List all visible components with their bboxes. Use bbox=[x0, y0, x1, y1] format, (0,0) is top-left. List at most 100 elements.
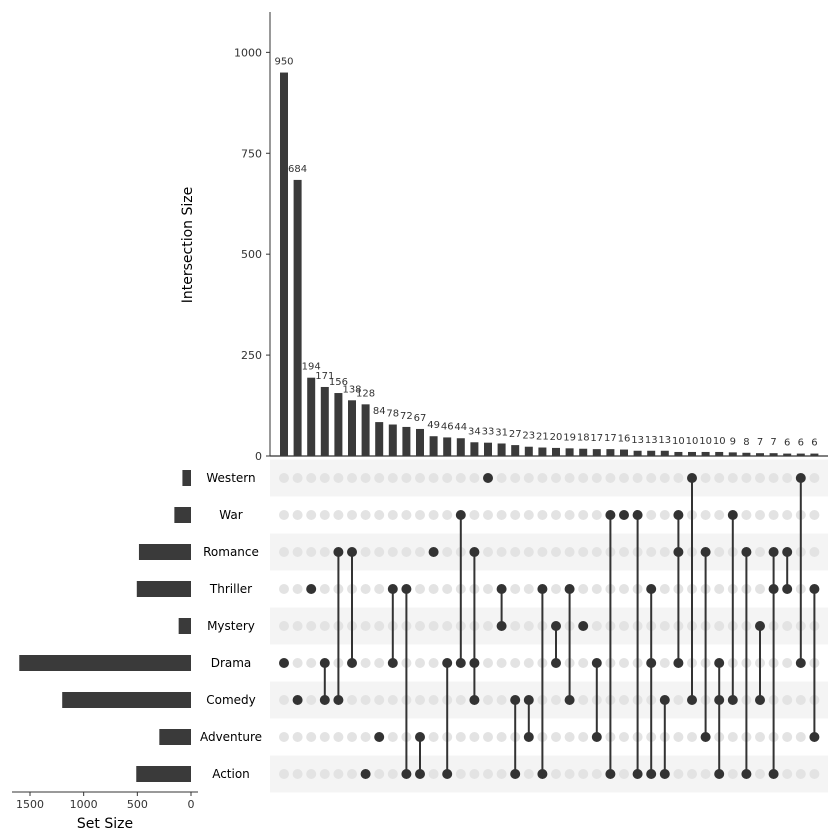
matrix-dot-inactive bbox=[782, 695, 793, 705]
matrix-dot-inactive bbox=[510, 473, 521, 483]
matrix-dot-active bbox=[755, 695, 765, 705]
intersection-tick-label: 1000 bbox=[234, 46, 262, 59]
intersection-bar-label: 10 bbox=[713, 436, 726, 447]
matrix-dot-inactive bbox=[306, 658, 317, 668]
set-label: Romance bbox=[203, 545, 259, 559]
intersection-bar-label: 67 bbox=[414, 413, 427, 424]
matrix-dot-inactive bbox=[782, 732, 793, 742]
intersection-bar bbox=[742, 452, 751, 456]
matrix-dot-inactive bbox=[319, 621, 330, 631]
intersection-bar bbox=[810, 453, 819, 456]
matrix-dot-inactive bbox=[387, 695, 398, 705]
set-size-bar bbox=[138, 544, 191, 560]
matrix-dot-active bbox=[714, 769, 725, 779]
intersection-bar-label: 19 bbox=[563, 432, 576, 443]
matrix-dot-active bbox=[537, 584, 548, 594]
matrix-dot-active bbox=[292, 695, 303, 705]
matrix-dot-inactive bbox=[619, 732, 629, 742]
intersection-bar bbox=[456, 438, 465, 456]
matrix-dot-inactive bbox=[347, 732, 357, 742]
intersection-bar-label: 684 bbox=[288, 164, 307, 175]
matrix-dot-inactive bbox=[510, 658, 521, 668]
matrix-dot-inactive bbox=[279, 473, 289, 483]
matrix-dot-active bbox=[632, 510, 643, 520]
matrix-dot-inactive bbox=[755, 584, 765, 594]
matrix-dot-inactive bbox=[632, 473, 643, 483]
set-size-bar bbox=[136, 766, 191, 782]
matrix-dot-inactive bbox=[537, 547, 548, 557]
matrix-dot-active bbox=[333, 695, 344, 705]
matrix-dot-inactive bbox=[306, 547, 317, 557]
matrix-dot-inactive bbox=[578, 769, 589, 779]
matrix-dot-inactive bbox=[387, 473, 398, 483]
set-size-axis-title: Set Size bbox=[77, 816, 133, 832]
matrix-dot-inactive bbox=[428, 658, 439, 668]
matrix-dot-inactive bbox=[673, 732, 684, 742]
set-size-bar bbox=[19, 655, 192, 671]
intersection-bar-label: 6 bbox=[784, 438, 790, 449]
matrix-dot-active bbox=[768, 584, 779, 594]
matrix-dot-inactive bbox=[442, 510, 453, 520]
matrix-dot-inactive bbox=[319, 547, 330, 557]
intersection-bar bbox=[484, 442, 492, 456]
matrix-dot-inactive bbox=[714, 547, 725, 557]
matrix-dot-inactive bbox=[496, 658, 507, 668]
matrix-dot-active bbox=[523, 732, 534, 742]
matrix-dot-inactive bbox=[673, 473, 684, 483]
matrix-dot-inactive bbox=[523, 584, 534, 594]
intersection-bar-label: 78 bbox=[386, 409, 399, 420]
set-size-tick-label: 1500 bbox=[16, 798, 44, 811]
matrix-dot-inactive bbox=[374, 473, 385, 483]
intersection-bar-label: 31 bbox=[495, 427, 508, 438]
matrix-dot-inactive bbox=[741, 473, 752, 483]
intersection-bar bbox=[552, 447, 560, 456]
intersection-bar-label: 27 bbox=[509, 429, 522, 440]
matrix-dot-active bbox=[347, 658, 357, 668]
matrix-dot-inactive bbox=[374, 658, 385, 668]
matrix-dot-inactive bbox=[591, 510, 602, 520]
matrix-dot-inactive bbox=[809, 769, 820, 779]
matrix-dot-inactive bbox=[496, 695, 507, 705]
intersection-bar-label: 950 bbox=[274, 57, 293, 68]
set-size-bar bbox=[62, 692, 192, 708]
matrix-dot-active bbox=[605, 769, 616, 779]
matrix-dot-active bbox=[741, 547, 752, 557]
matrix-dot-inactive bbox=[428, 584, 439, 594]
matrix-dot-inactive bbox=[605, 473, 616, 483]
matrix-dot-inactive bbox=[360, 547, 371, 557]
intersection-bar-label: 9 bbox=[730, 436, 736, 447]
matrix-dot-inactive bbox=[537, 510, 548, 520]
intersection-matrix bbox=[279, 473, 820, 779]
set-label: Drama bbox=[211, 656, 252, 670]
intersection-tick-label: 0 bbox=[255, 450, 262, 463]
matrix-dot-inactive bbox=[755, 769, 765, 779]
matrix-dot-inactive bbox=[279, 547, 289, 557]
matrix-dot-inactive bbox=[755, 547, 765, 557]
set-label: Comedy bbox=[206, 693, 256, 707]
matrix-dot-active bbox=[360, 769, 371, 779]
intersection-bar bbox=[538, 447, 547, 456]
intersection-bar bbox=[348, 400, 356, 456]
matrix-dot-inactive bbox=[510, 510, 521, 520]
matrix-dot-inactive bbox=[523, 547, 534, 557]
intersection-bar-label: 8 bbox=[743, 437, 749, 448]
set-size-bar bbox=[174, 507, 191, 523]
matrix-dot-inactive bbox=[551, 695, 561, 705]
matrix-dot-inactive bbox=[564, 510, 575, 520]
matrix-dot-inactive bbox=[659, 584, 670, 594]
matrix-dot-inactive bbox=[347, 473, 357, 483]
matrix-dot-inactive bbox=[578, 695, 589, 705]
matrix-dot-active bbox=[483, 473, 493, 483]
matrix-dot-inactive bbox=[768, 473, 779, 483]
matrix-dot-inactive bbox=[374, 769, 385, 779]
matrix-dot-active bbox=[619, 510, 629, 520]
matrix-dot-inactive bbox=[483, 658, 493, 668]
matrix-dot-active bbox=[319, 695, 330, 705]
matrix-dot-inactive bbox=[374, 695, 385, 705]
intersection-bar-label: 21 bbox=[536, 432, 549, 443]
matrix-dot-inactive bbox=[714, 584, 725, 594]
matrix-dot-active bbox=[469, 658, 480, 668]
matrix-dot-inactive bbox=[428, 695, 439, 705]
matrix-dot-active bbox=[496, 621, 507, 631]
